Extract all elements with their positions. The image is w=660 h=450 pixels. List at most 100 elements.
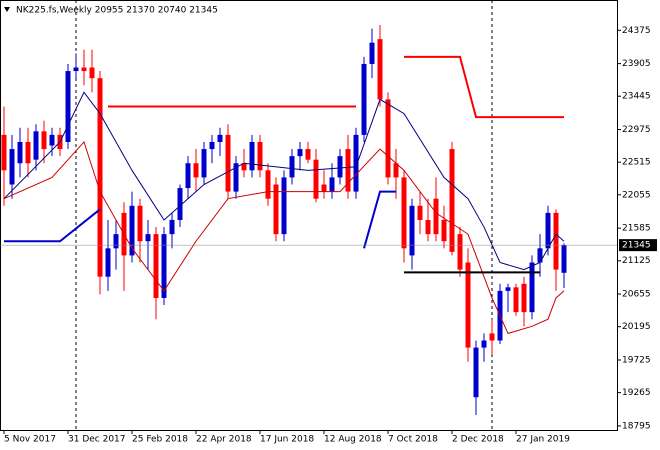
y-tick-label: 24375 bbox=[622, 26, 651, 36]
candle-body bbox=[161, 234, 167, 298]
candle-body bbox=[377, 39, 383, 100]
candle-body bbox=[481, 340, 487, 348]
candle-body bbox=[297, 149, 303, 157]
x-tick-label: 22 Apr 2018 bbox=[196, 435, 252, 445]
candle-body bbox=[185, 163, 191, 189]
candle-body bbox=[249, 141, 255, 171]
candle-body bbox=[401, 177, 407, 249]
y-tick-label: 23445 bbox=[622, 92, 651, 102]
candle-body bbox=[177, 188, 183, 220]
y-tick-label: 18795 bbox=[622, 421, 651, 431]
candle-body bbox=[81, 67, 87, 72]
candle-body bbox=[369, 42, 375, 64]
y-tick-label: 22515 bbox=[622, 158, 651, 168]
y-tick-label: 19265 bbox=[622, 388, 651, 398]
candle-body bbox=[129, 205, 135, 256]
y-tick-label: 19725 bbox=[622, 356, 651, 366]
candle-body bbox=[25, 141, 31, 164]
price-tag bbox=[619, 239, 657, 252]
candle-body bbox=[529, 262, 535, 313]
chart-title: NK225.fs,Weekly 20955 21370 20740 21345 bbox=[16, 6, 218, 16]
candle-body bbox=[561, 245, 567, 273]
y-tick-label: 21125 bbox=[622, 256, 651, 266]
candle-body bbox=[409, 205, 415, 256]
candle-body bbox=[241, 163, 247, 171]
candle-body bbox=[433, 198, 439, 235]
candle-body bbox=[553, 212, 559, 270]
candle-body bbox=[465, 262, 471, 348]
indicator-line bbox=[3, 91, 565, 271]
candle-body bbox=[1, 134, 7, 171]
x-tick-label: 7 Oct 2018 bbox=[388, 435, 438, 445]
price-tag-label: 21345 bbox=[622, 241, 651, 251]
candle-body bbox=[113, 234, 119, 249]
candle-body bbox=[217, 134, 223, 142]
candle-body bbox=[425, 219, 431, 235]
x-tick-label: 17 Jun 2018 bbox=[260, 435, 314, 445]
candle-body bbox=[473, 347, 479, 398]
candle-body bbox=[441, 219, 447, 242]
y-tick-label: 20655 bbox=[622, 290, 651, 300]
candle-body bbox=[337, 156, 343, 178]
candle-body bbox=[305, 149, 311, 160]
plot-frame bbox=[0, 0, 618, 431]
candle-body bbox=[65, 71, 71, 142]
y-tick-label: 23905 bbox=[622, 59, 651, 69]
candle-body bbox=[73, 67, 79, 72]
candle-body bbox=[209, 141, 215, 150]
candle-body bbox=[225, 134, 231, 192]
candle-body bbox=[153, 234, 159, 298]
candle-body bbox=[97, 78, 103, 277]
candle-body bbox=[449, 149, 455, 252]
candle-body bbox=[9, 149, 15, 185]
candle-body bbox=[537, 248, 543, 263]
candle-body bbox=[281, 177, 287, 235]
candle-body bbox=[385, 99, 391, 178]
candle-body bbox=[521, 283, 527, 313]
candle-body bbox=[513, 287, 519, 313]
indicator-line bbox=[4, 208, 101, 243]
candle-body bbox=[313, 159, 319, 199]
candle-body bbox=[273, 184, 279, 235]
candle-body bbox=[17, 141, 23, 164]
y-tick-label: 21585 bbox=[622, 224, 651, 234]
candle-body bbox=[49, 134, 55, 146]
candle-body bbox=[193, 163, 199, 178]
y-tick-label: 22975 bbox=[622, 125, 651, 135]
x-tick-label: 31 Dec 2017 bbox=[68, 435, 126, 445]
candle-body bbox=[489, 333, 495, 341]
candle-body bbox=[89, 67, 95, 79]
candle-body bbox=[201, 149, 207, 178]
x-tick-label: 27 Jan 2019 bbox=[516, 435, 570, 445]
candle-body bbox=[393, 163, 399, 178]
candle-body bbox=[41, 131, 47, 150]
x-tick-label: 12 Aug 2018 bbox=[324, 435, 382, 445]
candle-body bbox=[321, 184, 327, 192]
candle-body bbox=[345, 149, 351, 192]
y-tick-label: 20195 bbox=[622, 322, 651, 332]
x-tick-label: 2 Dec 2018 bbox=[452, 435, 504, 445]
candle-body bbox=[233, 163, 239, 192]
candle-body bbox=[257, 141, 263, 171]
candle-body bbox=[457, 234, 463, 270]
candle-body bbox=[137, 205, 143, 242]
candle-body bbox=[361, 63, 367, 135]
indicator-line bbox=[404, 55, 564, 119]
candle-body bbox=[265, 170, 271, 199]
candle-body bbox=[505, 287, 511, 291]
x-tick-label: 25 Feb 2018 bbox=[132, 435, 188, 445]
candle-body bbox=[145, 234, 151, 242]
candle-body bbox=[289, 156, 295, 178]
candle-body bbox=[33, 131, 39, 160]
y-tick-label: 22055 bbox=[622, 190, 651, 200]
indicator-line bbox=[363, 190, 396, 249]
indicator-line bbox=[3, 140, 565, 335]
candle-body bbox=[329, 177, 335, 192]
x-tick-label: 5 Nov 2017 bbox=[4, 435, 56, 445]
candle-body bbox=[105, 248, 111, 277]
candle-body bbox=[545, 212, 551, 249]
candle-body bbox=[353, 134, 359, 192]
candle-body bbox=[169, 219, 175, 235]
candle-body bbox=[417, 205, 423, 220]
